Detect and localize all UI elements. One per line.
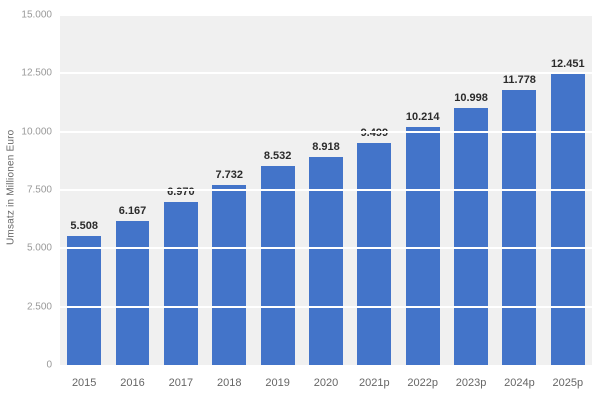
y-tick-label: 5.000: [26, 242, 52, 254]
bar-value-label: 8.532: [263, 149, 292, 162]
bar-value-label: 11.778: [502, 74, 536, 87]
x-axis-label: 2025p: [552, 376, 584, 389]
x-axis-label: 2022p: [407, 376, 438, 389]
y-tick-label: 10.000: [21, 126, 52, 138]
y-axis-tick-labels: 0 2.500 5.000 7.500 10.000 12.500 15.000: [18, 10, 56, 371]
x-axis-label: 2015: [71, 376, 97, 389]
bar[interactable]: [212, 184, 247, 365]
x-axis-label: 2017: [168, 376, 194, 389]
bar-value-label: 10.214: [405, 110, 440, 123]
gridline: [60, 189, 592, 191]
x-axis-label: 2019: [265, 376, 290, 389]
bar[interactable]: [309, 156, 343, 365]
y-axis-title: Umsatz in Millionen Euro: [5, 129, 17, 246]
bar-value-label: 6.167: [118, 205, 147, 218]
bar[interactable]: [260, 165, 295, 365]
bar-column: 10.214: [399, 15, 447, 365]
bar[interactable]: [454, 108, 488, 365]
bar-value-label: 10.998: [454, 92, 488, 105]
y-tick-label: 15.000: [21, 9, 52, 21]
x-axis-label: 2021p: [359, 376, 390, 389]
bar[interactable]: [405, 126, 440, 365]
x-axis-label: 2016: [120, 376, 145, 389]
bar-column: 8.918: [302, 15, 350, 365]
y-tick-label: 12.500: [21, 67, 52, 79]
bar-column: 9.499: [350, 15, 398, 365]
plot-area: 5.508 6.167 6.970 7.732 8.532 8.918 9.499 10.21…: [60, 14, 592, 365]
bar-column: 6.167: [108, 15, 156, 365]
gridline: [60, 72, 592, 75]
gridline: [60, 14, 592, 16]
x-axis-labels: 2015 2016 2017 2018 2019 2020 2021p 2022p 2023p 2…: [60, 365, 592, 400]
gridline: [60, 130, 592, 133]
x-axis-label: 2023p: [455, 376, 487, 389]
bar-value-label: 8.918: [312, 140, 340, 153]
bar-column: 12.451: [544, 15, 592, 365]
bar[interactable]: [502, 90, 537, 365]
bar-column: 7.732: [205, 15, 253, 365]
bar-value-label: 5.508: [70, 220, 98, 233]
bar[interactable]: [357, 143, 392, 365]
bar[interactable]: [550, 74, 585, 365]
bar-value-label: 9.499: [360, 127, 389, 140]
bar[interactable]: [163, 202, 198, 365]
bar-column: 10.998: [447, 15, 495, 365]
x-axis-label: 2024p: [504, 376, 535, 389]
x-axis-label: 2020: [313, 376, 339, 389]
gridline: [60, 247, 592, 250]
bar[interactable]: [115, 221, 150, 365]
bar-value-label: 12.451: [550, 58, 585, 71]
bars-container: 5.508 6.167 6.970 7.732 8.532 8.918 9.499 10.21…: [60, 15, 592, 365]
y-tick-label: 2.500: [26, 301, 52, 313]
gridline: [60, 305, 592, 308]
bar-value-label: 7.732: [215, 168, 244, 181]
bar[interactable]: [67, 236, 102, 365]
bar-column: 5.508: [60, 15, 108, 365]
y-tick-label: 0: [46, 359, 52, 371]
y-tick-label: 7.500: [26, 184, 52, 196]
x-axis-label: 2018: [217, 376, 242, 389]
bar-column: 11.778: [495, 15, 543, 365]
bar-column: 8.532: [253, 15, 301, 365]
